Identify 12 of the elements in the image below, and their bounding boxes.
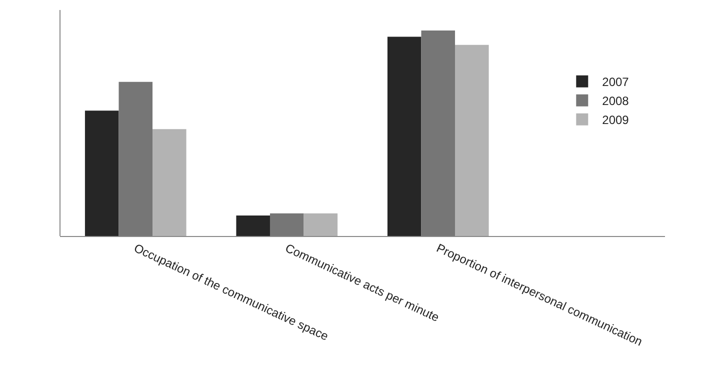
bar [304, 213, 338, 236]
bar [118, 82, 153, 236]
bar [455, 44, 489, 236]
bar [421, 30, 456, 236]
legend-label: 2009 [602, 113, 630, 128]
bar [84, 110, 119, 236]
legend-label: 2008 [602, 94, 630, 108]
bar [270, 213, 304, 236]
bar [236, 215, 270, 236]
bar [387, 36, 422, 236]
legend-label: 2007 [602, 75, 630, 90]
bar [152, 129, 186, 236]
